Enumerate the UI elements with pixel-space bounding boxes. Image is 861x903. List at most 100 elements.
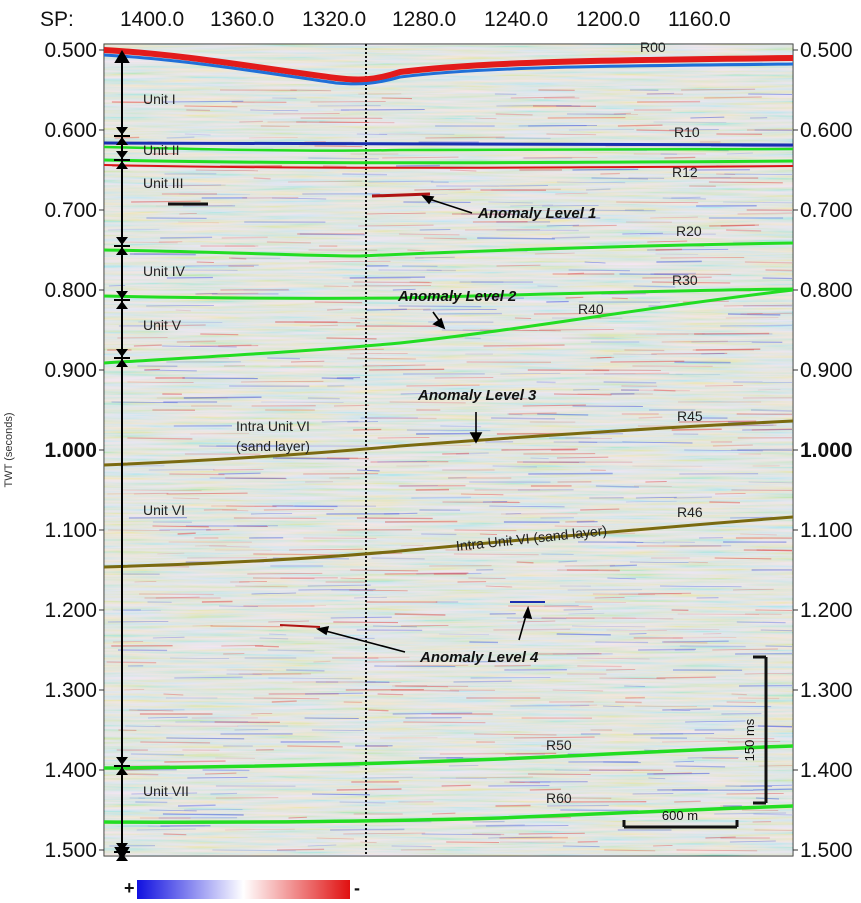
reflection-stroke (124, 688, 145, 691)
reflection-stroke (340, 108, 425, 111)
reflection-stroke (174, 184, 226, 187)
sp-axis: SP: 1400.0 1360.0 1320.0 1280.0 1240.0 1… (40, 8, 731, 31)
reflection-stroke (547, 804, 609, 807)
reflection-stroke (482, 209, 518, 212)
reflection-stroke (607, 577, 636, 580)
reflection-stroke (679, 645, 746, 648)
reflection-stroke (184, 105, 238, 108)
reflection-stroke (595, 641, 649, 644)
reflection-stroke (539, 328, 614, 331)
reflection-stroke (606, 629, 667, 632)
reflection-stroke (218, 344, 252, 347)
reflection-stroke (336, 376, 361, 379)
reflection-stroke (210, 625, 283, 628)
reflection-stroke (592, 593, 656, 596)
reflection-stroke (259, 637, 289, 640)
reflector-label: R45 (677, 408, 703, 424)
reflection-stroke (326, 308, 343, 311)
reflection-stroke (440, 777, 487, 780)
reflection-stroke (313, 660, 331, 663)
time-tick-label: 0.900 (44, 359, 97, 382)
reflection-stroke (633, 485, 672, 488)
reflection-stroke (737, 697, 780, 700)
reflection-stroke (687, 756, 739, 759)
reflection-stroke (616, 201, 699, 204)
reflection-stroke (662, 640, 729, 643)
reflector-label: R40 (578, 301, 604, 317)
reflection-stroke (551, 236, 590, 239)
horizon-r12-red (103, 164, 794, 169)
reflection-stroke (166, 136, 195, 139)
reflection-stroke (731, 448, 793, 451)
reflection-stroke (709, 501, 741, 504)
reflection-stroke (209, 545, 250, 548)
reflection-stroke (425, 136, 505, 139)
reflection-stroke (144, 368, 160, 371)
reflection-stroke (528, 472, 613, 475)
reflection-stroke (311, 729, 364, 731)
reflection-stroke (726, 229, 762, 232)
reflection-stroke (504, 781, 525, 783)
reflection-stroke (133, 252, 205, 255)
reflection-stroke (546, 224, 580, 227)
reflection-stroke (414, 256, 455, 259)
reflection-stroke (225, 828, 295, 831)
intra-label-upper-sub: (sand layer) (236, 438, 310, 454)
reflection-stroke (496, 264, 541, 267)
reflection-stroke (406, 384, 480, 387)
reflection-stroke (326, 348, 384, 351)
reflection-stroke (199, 445, 279, 448)
reflection-stroke (732, 588, 774, 591)
reflection-stroke (651, 352, 728, 355)
reflection-stroke (392, 712, 473, 715)
reflection-stroke (441, 784, 471, 787)
reflection-stroke (186, 109, 211, 112)
reflection-stroke (204, 772, 237, 775)
arrowhead (116, 291, 128, 299)
colorbar-minus: - (354, 878, 360, 898)
reflection-stroke (241, 380, 324, 383)
reflection-stroke (166, 276, 213, 279)
reflection-stroke (243, 289, 290, 292)
reflection-stroke (760, 629, 793, 632)
reflection-stroke (741, 809, 779, 811)
reflection-stroke (647, 240, 688, 243)
reflection-stroke (349, 589, 408, 592)
reflection-stroke (714, 812, 787, 815)
reflection-stroke (449, 169, 477, 172)
reflection-stroke (266, 241, 311, 244)
reflection-stroke (349, 352, 408, 355)
reflection-stroke (585, 188, 611, 191)
reflection-stroke (501, 448, 578, 451)
reflection-stroke (182, 377, 258, 380)
reflection-stroke (661, 740, 730, 743)
reflection-stroke (572, 405, 643, 408)
reflection-stroke (196, 292, 259, 295)
reflection-stroke (307, 397, 340, 400)
reflection-stroke (500, 372, 561, 375)
reflection-stroke (712, 444, 753, 447)
reflection-stroke (750, 409, 793, 412)
reflection-stroke (133, 344, 162, 347)
reflection-stroke (560, 809, 639, 812)
reflection-stroke (247, 572, 323, 575)
time-tick-label: 1.300 (800, 679, 853, 702)
reflection-stroke (368, 656, 410, 659)
reflection-stroke (495, 804, 531, 807)
reflection-stroke (381, 97, 413, 100)
reflection-stroke (177, 532, 196, 535)
reflection-stroke (616, 541, 665, 544)
scale-bars (622, 655, 768, 829)
reflection-stroke (659, 585, 742, 588)
reflection-stroke (368, 180, 434, 183)
reflection-stroke (377, 437, 430, 439)
reflection-stroke (705, 836, 736, 839)
reflector-label: R46 (677, 504, 703, 520)
reflection-stroke (688, 561, 708, 564)
reflection-stroke (305, 692, 364, 695)
reflection-stroke (331, 589, 374, 592)
reflection-stroke (681, 88, 756, 91)
reflection-stroke (325, 681, 402, 683)
reflection-stroke (509, 397, 528, 400)
reflection-stroke (112, 609, 161, 612)
